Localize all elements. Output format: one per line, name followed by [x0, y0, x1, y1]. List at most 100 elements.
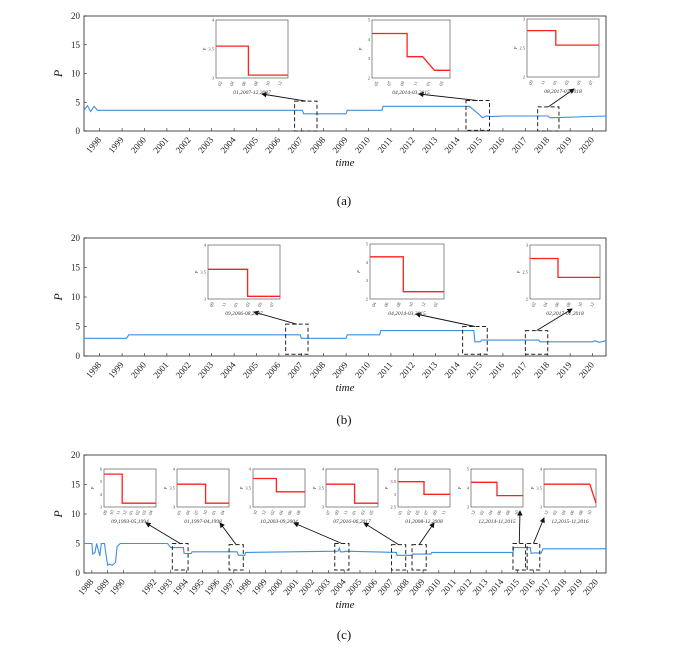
- inset-y-tick: 2: [523, 75, 525, 80]
- inset-y-tick: 4: [467, 486, 470, 491]
- highlight-box: [294, 100, 318, 132]
- inset-x-tick: 06: [383, 301, 389, 308]
- y-tick-label: 15: [71, 40, 81, 50]
- zoom-arrow: [418, 91, 478, 101]
- inset-y-tick: 5: [100, 479, 103, 484]
- x-tick-label: 2020: [581, 576, 601, 597]
- inset-y-label: P: [516, 270, 521, 274]
- inset-1: 3 3.5 4 02 04 06 08 10 12 P 01,2007-12,2007: [202, 18, 289, 96]
- x-tick-label: 2009: [330, 359, 350, 380]
- x-tick-label: 2002: [297, 577, 316, 597]
- x-tick-label: 2008: [308, 359, 328, 380]
- inset-y-tick: 4: [394, 467, 397, 472]
- x-tick-label: 2018: [532, 134, 552, 155]
- inset-x-tick: 04: [542, 301, 548, 308]
- inset-y-tick: 3.5: [390, 479, 396, 484]
- inset-x-tick: 01: [351, 510, 357, 516]
- x-tick-label: 2005: [241, 134, 261, 155]
- inset-y-tick: 2.5: [390, 505, 396, 510]
- x-tick-label: 1990: [108, 576, 128, 597]
- inset-x-tick: 03: [406, 509, 412, 516]
- inset-y-tick: 3.5: [536, 486, 542, 491]
- inset-label: 02,2017-01,2018: [546, 311, 584, 317]
- highlight-box: [537, 106, 560, 132]
- x-tick-label: 2011: [375, 135, 394, 155]
- inset-y-tick: 2: [526, 297, 528, 302]
- inset-x-tick: 09: [334, 509, 340, 516]
- x-tick-label: 2013: [470, 576, 490, 597]
- inset-x-tick: 10: [265, 80, 271, 87]
- x-tick-label: 2019: [554, 134, 574, 155]
- inset-3: 3 3.5 4 10 12 02 04 06 08 P 10,2003-09,2004: [239, 467, 306, 525]
- inset-x-tick: 12: [420, 302, 426, 308]
- x-tick-label: 2004: [218, 134, 238, 155]
- zoom-arrow: [145, 522, 181, 544]
- y-tick-label: 10: [71, 69, 81, 79]
- zoom-arrow: [418, 522, 435, 545]
- zoom-arrow: [261, 92, 306, 102]
- x-tick-label: 2001: [151, 360, 170, 380]
- inset-series-line: [253, 477, 305, 493]
- x-tick-label: 2010: [423, 576, 443, 597]
- y-tick-label: 5: [76, 97, 81, 107]
- x-tick-label: 2006: [263, 134, 283, 155]
- x-tick-label: 2019: [565, 576, 585, 597]
- inset-4: 3 3.5 4 07 09 11 01 03 05 P 07,2016-06,2017: [312, 467, 379, 525]
- x-tick-label: 1988: [76, 576, 96, 597]
- inset-x-tick: 09: [209, 301, 215, 308]
- inset-label: 04,2014-03,2015: [388, 310, 426, 317]
- y-tick-label: 15: [71, 263, 81, 273]
- x-tick-label: 2011: [439, 577, 458, 597]
- x-tick-label: 2002: [174, 135, 193, 155]
- x-axis-label: time: [336, 382, 355, 394]
- inset-y-tick: 2: [368, 76, 370, 81]
- x-tick-label: 2013: [420, 134, 440, 155]
- inset-y-tick: 3: [394, 492, 397, 497]
- x-tick-label: 2006: [263, 359, 283, 380]
- inset-x-tick: 12: [589, 302, 595, 308]
- y-tick-label: 0: [76, 126, 81, 136]
- inset-x-tick: 01: [552, 80, 558, 86]
- inset-series-line: [208, 268, 280, 297]
- zoom-arrow: [533, 517, 545, 544]
- x-tick-label: 2015: [502, 576, 522, 597]
- inset-y-tick: 3: [212, 76, 215, 81]
- inset-y-tick: 3: [467, 505, 470, 510]
- inset-x-tick: 04: [147, 509, 153, 516]
- highlight-box: [391, 544, 407, 571]
- zoom-arrow: [536, 308, 573, 332]
- x-tick-label: 2013: [420, 359, 440, 380]
- inset-y-tick: 5: [467, 467, 470, 472]
- x-tick-label: 2014: [442, 359, 462, 380]
- x-tick-label: 1998: [84, 134, 104, 155]
- inset-x-tick: 12: [121, 510, 127, 516]
- inset-series-line: [104, 473, 156, 504]
- x-tick-label: 1997: [218, 576, 238, 597]
- x-tick-label: 1999: [250, 576, 270, 597]
- inset-y-label: P: [239, 486, 244, 490]
- inset-x-tick: 02: [269, 510, 275, 516]
- inset-x-tick: 05: [257, 301, 263, 308]
- x-axis-label: time: [336, 599, 355, 611]
- inset-3: 2 2.5 3 02 04 06 08 10 12 P 02,2017-01,2018: [516, 243, 601, 317]
- inset-x-tick: 02: [217, 81, 223, 87]
- x-tick-label: 2017: [510, 134, 530, 155]
- inset-y-label: P: [358, 47, 363, 51]
- y-tick-label: 20: [71, 450, 81, 460]
- x-tick-label: 1999: [106, 134, 126, 155]
- x-tick-label: 2012: [398, 360, 417, 380]
- inset-x-tick: 02: [134, 510, 140, 516]
- x-tick-label: 2019: [554, 359, 574, 380]
- x-tick-label: 2005: [344, 576, 364, 597]
- inset-label: 10,2003-09,2004: [260, 518, 298, 525]
- inset-y-tick: 3.5: [245, 486, 251, 491]
- x-tick-label: 2010: [353, 359, 373, 380]
- inset-series-line: [398, 481, 450, 495]
- inset-label: 09,1993-05,1994: [111, 518, 149, 525]
- inset-series-line: [527, 29, 599, 46]
- inset-x-tick: 11: [342, 510, 348, 516]
- inset-x-tick: 08: [566, 301, 572, 308]
- inset-x-tick: 05: [576, 79, 582, 86]
